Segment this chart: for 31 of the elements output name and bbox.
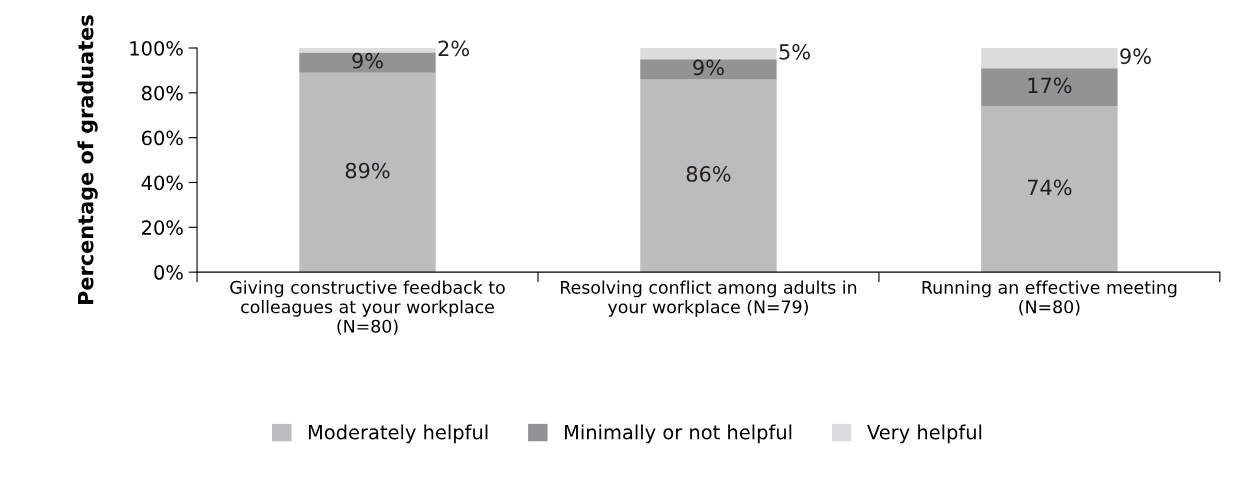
y-tick-label: 100%: [130, 40, 183, 56]
x-tick-label: Giving constructive feedback to colleagues at your workplace (N=80): [230, 280, 505, 335]
y-axis-title: Percentage of graduates: [77, 15, 98, 304]
bar: [640, 59, 777, 80]
y-tick-label: 40%: [141, 175, 183, 191]
bar: [981, 68, 1118, 107]
bar: [981, 48, 1118, 69]
x-tick-label: Running an effective meeting (N=80): [922, 280, 1177, 316]
bar: [299, 48, 436, 53]
bar: [981, 106, 1118, 273]
data-label: 74%: [1027, 179, 1072, 196]
data-label: 5%: [779, 43, 810, 60]
bar: [640, 79, 777, 273]
data-label: 86%: [686, 166, 731, 182]
x-tick-label: Resolving conflict among adults in your workplace (N=79): [561, 280, 857, 317]
y-tick-label: 0%: [154, 265, 183, 280]
bar: [299, 72, 436, 273]
data-label: 89%: [345, 162, 390, 179]
data-label: 2%: [438, 40, 469, 57]
bar: [299, 52, 436, 73]
y-tick-label: 60%: [141, 130, 183, 146]
data-label: 17%: [1028, 77, 1072, 94]
y-tick-label: 80%: [141, 85, 183, 101]
data-label: 9%: [1120, 48, 1151, 65]
data-label: 9%: [352, 52, 383, 69]
data-label: 9%: [693, 59, 724, 76]
bar: [640, 48, 777, 60]
y-tick-label: 20%: [142, 220, 183, 235]
legend-label: Minimally or not helpful: [565, 424, 792, 444]
legend-label: Very helpful: [867, 424, 982, 444]
legend-label: Moderately helpful: [308, 424, 488, 444]
